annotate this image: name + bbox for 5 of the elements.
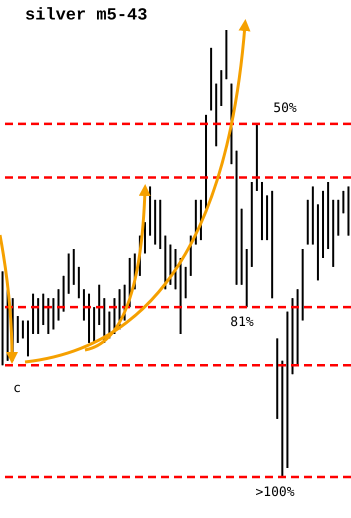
chart-title: silver m5-43 [25,6,148,26]
annotation: 50% [273,101,297,116]
annotation: 81% [230,315,254,330]
annotation: c [13,381,21,396]
text: >100% [255,485,295,500]
